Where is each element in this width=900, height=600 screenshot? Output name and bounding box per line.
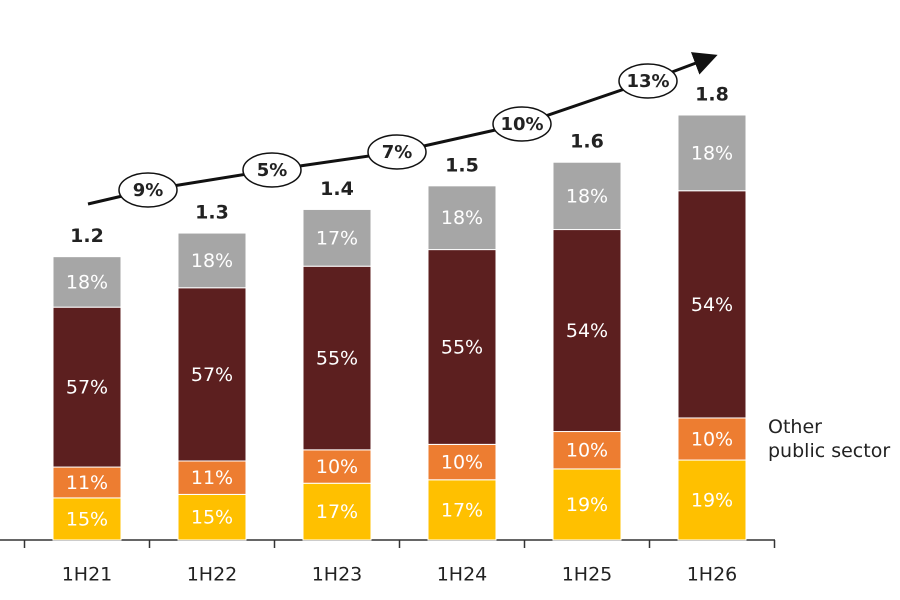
data-label: 17% xyxy=(441,499,483,521)
legend-label: Other public sector xyxy=(768,416,890,462)
total-label: 1.2 xyxy=(70,225,104,247)
data-label: 19% xyxy=(691,490,733,512)
total-label: 1.8 xyxy=(695,84,729,106)
bar-segment xyxy=(552,161,622,231)
growth-bubble xyxy=(118,172,178,208)
growth-label: 5% xyxy=(257,160,288,181)
bar-segment xyxy=(302,208,372,267)
x-tick-label: 1H25 xyxy=(562,564,613,586)
total-label: 1.6 xyxy=(570,131,604,153)
growth-bubble xyxy=(492,106,552,142)
bar-segment xyxy=(427,185,497,251)
data-label: 15% xyxy=(191,507,233,529)
data-label: 19% xyxy=(566,494,608,516)
growth-bubble xyxy=(242,152,302,188)
data-label: 10% xyxy=(441,452,483,474)
data-label: 55% xyxy=(316,348,358,370)
data-label: 17% xyxy=(316,501,358,523)
data-label: 10% xyxy=(316,456,358,478)
total-label: 1.5 xyxy=(445,154,479,176)
bar-segment xyxy=(552,468,622,541)
bar-segment xyxy=(427,479,497,541)
legend-line: public sector xyxy=(768,440,890,462)
bar-segment xyxy=(177,493,247,541)
growth-label: 9% xyxy=(133,180,164,201)
x-tick-label: 1H22 xyxy=(187,564,238,586)
growth-bubble xyxy=(618,63,678,99)
data-label: 18% xyxy=(191,250,233,272)
bar-segment xyxy=(302,482,372,541)
bar-segment xyxy=(552,229,622,433)
data-label: 18% xyxy=(566,185,608,207)
data-label: 17% xyxy=(316,227,358,249)
data-label: 54% xyxy=(691,294,733,316)
bar-segment xyxy=(552,431,622,470)
bar-segment xyxy=(677,459,747,541)
data-label: 54% xyxy=(566,320,608,342)
data-label: 55% xyxy=(441,336,483,358)
growth-label: 13% xyxy=(626,71,669,92)
bar-segment xyxy=(302,265,372,451)
growth-label: 7% xyxy=(382,142,413,163)
bar-segment xyxy=(427,249,497,445)
data-label: 11% xyxy=(191,467,233,489)
bar-segment xyxy=(177,232,247,289)
bar-segment xyxy=(177,460,247,495)
total-label: 1.3 xyxy=(195,202,229,224)
bar-segment xyxy=(677,190,747,419)
bar-segment xyxy=(177,287,247,462)
bar-segment xyxy=(52,306,122,468)
total-label: 1.4 xyxy=(320,178,354,200)
bar-segment xyxy=(52,497,122,541)
data-label: 18% xyxy=(441,207,483,229)
bar-segment xyxy=(302,449,372,484)
bar-segment xyxy=(427,443,497,481)
data-label: 10% xyxy=(691,429,733,451)
data-label: 10% xyxy=(566,440,608,462)
x-tick-label: 1H24 xyxy=(437,564,488,586)
x-tick-label: 1H23 xyxy=(312,564,363,586)
bar-segment xyxy=(52,256,122,308)
growth-bubble xyxy=(367,134,427,170)
data-label: 18% xyxy=(691,142,733,164)
data-label: 57% xyxy=(66,377,108,399)
x-tick-label: 1H26 xyxy=(687,564,738,586)
data-label: 15% xyxy=(66,508,108,530)
bar-segment xyxy=(677,114,747,192)
growth-label: 10% xyxy=(500,114,543,135)
x-tick-label: 1H21 xyxy=(62,564,113,586)
data-label: 18% xyxy=(66,271,108,293)
data-label: 11% xyxy=(66,472,108,494)
legend-line: Other xyxy=(768,416,828,438)
data-label: 57% xyxy=(191,364,233,386)
